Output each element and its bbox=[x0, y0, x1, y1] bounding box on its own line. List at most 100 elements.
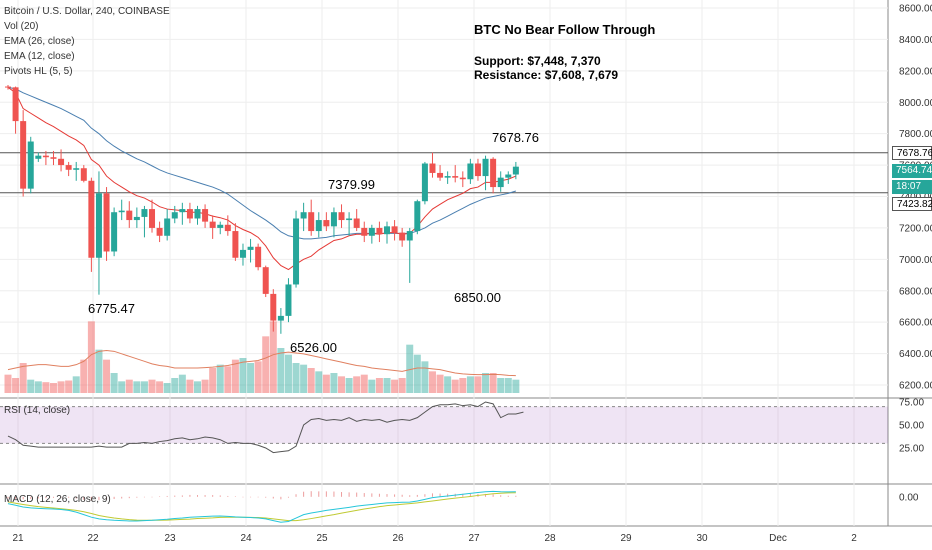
volume-bar bbox=[27, 379, 35, 393]
candle-body bbox=[399, 232, 406, 241]
macd-histogram-bar bbox=[60, 496, 62, 498]
volume-bar bbox=[57, 381, 65, 393]
candle-body bbox=[224, 224, 231, 232]
candle-body bbox=[467, 163, 474, 180]
macd-histogram-bar bbox=[485, 493, 487, 497]
rsi-line bbox=[7, 401, 524, 454]
volume-bar bbox=[307, 368, 315, 393]
candle-body bbox=[444, 176, 451, 178]
legend-volume[interactable]: Vol (20) bbox=[4, 21, 39, 32]
macd-histogram-bar bbox=[371, 493, 373, 497]
macd-histogram-bar bbox=[257, 496, 259, 498]
legend-pivots[interactable]: Pivots HL (5, 5) bbox=[4, 66, 73, 77]
candle-body bbox=[277, 315, 284, 321]
macd-histogram-bar bbox=[500, 495, 502, 497]
macd-histogram-bar bbox=[469, 493, 471, 497]
rsi-label[interactable]: RSI (14, close) bbox=[4, 405, 71, 416]
macd-histogram-bar bbox=[30, 496, 32, 500]
rsi-tick-label: 50.00 bbox=[899, 421, 924, 432]
macd-histogram-bar bbox=[348, 492, 350, 497]
volume-bar bbox=[103, 359, 111, 393]
macd-histogram-bar bbox=[174, 495, 176, 497]
price-tick-label: 6200.00 bbox=[899, 381, 932, 392]
symbol-title[interactable]: Bitcoin / U.S. Dollar, 240, COINBASE bbox=[4, 6, 170, 17]
volume-bar bbox=[4, 374, 12, 393]
volume-bar bbox=[322, 374, 330, 393]
time-tick-label: 26 bbox=[392, 533, 404, 544]
volume-bar bbox=[466, 376, 474, 393]
volume-bar bbox=[133, 381, 141, 393]
macd-histogram-bar bbox=[416, 494, 418, 497]
candles[interactable] bbox=[5, 84, 519, 334]
volume-bar bbox=[391, 379, 399, 393]
ema12-line bbox=[7, 86, 517, 271]
macd-histogram-bar bbox=[265, 496, 267, 498]
ema-lines bbox=[7, 86, 517, 271]
candle-body bbox=[50, 157, 57, 159]
volume-bar bbox=[300, 364, 308, 393]
volume-bar bbox=[398, 378, 406, 393]
macd-histogram-bar bbox=[7, 496, 9, 499]
volume-bar bbox=[413, 354, 421, 393]
macd-line bbox=[7, 490, 516, 523]
legend-ema26[interactable]: EMA (26, close) bbox=[4, 36, 75, 47]
candle-body bbox=[95, 193, 102, 258]
candle-body bbox=[505, 174, 512, 178]
candle-body bbox=[293, 218, 300, 285]
macd-histogram-bar bbox=[386, 494, 388, 497]
candle-body bbox=[452, 176, 459, 178]
candle-body bbox=[42, 155, 49, 158]
macd-histogram-bar bbox=[242, 496, 244, 498]
volume-bar bbox=[444, 376, 452, 393]
volume-bar bbox=[87, 321, 95, 393]
candle-body bbox=[384, 226, 390, 235]
candle-body bbox=[474, 163, 481, 177]
candle-body bbox=[73, 168, 80, 170]
volume-bar bbox=[125, 379, 133, 393]
volume-bar bbox=[345, 378, 353, 393]
note-support: Support: $7,448, 7,370 bbox=[474, 54, 601, 68]
volume-bar bbox=[42, 382, 50, 393]
candle-body bbox=[149, 209, 156, 228]
candle-body bbox=[247, 246, 254, 250]
macd-histogram-bar bbox=[409, 495, 411, 497]
candle-body bbox=[202, 209, 209, 222]
pivot-high-label: 7678.76 bbox=[492, 130, 539, 145]
candle-body bbox=[376, 227, 383, 235]
bar-countdown-tag: 18:07 bbox=[892, 180, 932, 194]
macd-histogram-bar bbox=[68, 496, 70, 498]
macd-histogram-bar bbox=[197, 495, 198, 497]
note-title: BTC No Bear Follow Through bbox=[474, 22, 656, 37]
volume-bar bbox=[209, 368, 217, 393]
indicator-legend: Bitcoin / U.S. Dollar, 240, COINBASE Vol… bbox=[4, 4, 170, 79]
candle-body bbox=[330, 212, 337, 227]
volume-bar bbox=[72, 376, 80, 393]
candle-body bbox=[194, 209, 201, 219]
volume-bar bbox=[277, 348, 285, 393]
candle-body bbox=[179, 209, 186, 213]
macd-histogram-bar bbox=[439, 493, 441, 497]
legend-ema12[interactable]: EMA (12, close) bbox=[4, 51, 75, 62]
pivot-low-label: 6850.00 bbox=[454, 290, 501, 305]
candle-body bbox=[65, 165, 72, 170]
candle-body bbox=[58, 158, 65, 166]
time-tick-label: Dec bbox=[769, 533, 787, 544]
macd-histogram-bar bbox=[227, 495, 229, 497]
time-axis[interactable]: 21 22 23 24 25 26 27 28 29 30 Dec 2 bbox=[12, 533, 857, 544]
macd-histogram-bar bbox=[341, 492, 343, 497]
macd-histogram-bar bbox=[492, 494, 494, 497]
macd-label[interactable]: MACD (12, 26, close, 9) bbox=[4, 494, 111, 505]
macd-histogram-bar bbox=[45, 496, 47, 499]
volume-bar bbox=[194, 381, 201, 393]
time-tick-label: 25 bbox=[316, 533, 328, 544]
volume-bar bbox=[284, 354, 292, 393]
macd-histogram-bar bbox=[159, 496, 161, 497]
price-tick-label: 6600.00 bbox=[899, 318, 932, 329]
macd-histogram-bar bbox=[310, 491, 312, 497]
note-resistance: Resistance: $7,608, 7,679 bbox=[474, 68, 619, 82]
volume-bar bbox=[489, 373, 497, 393]
candle-body bbox=[353, 218, 360, 228]
macd-histogram-bar bbox=[75, 496, 77, 499]
volume-bar bbox=[451, 379, 459, 393]
